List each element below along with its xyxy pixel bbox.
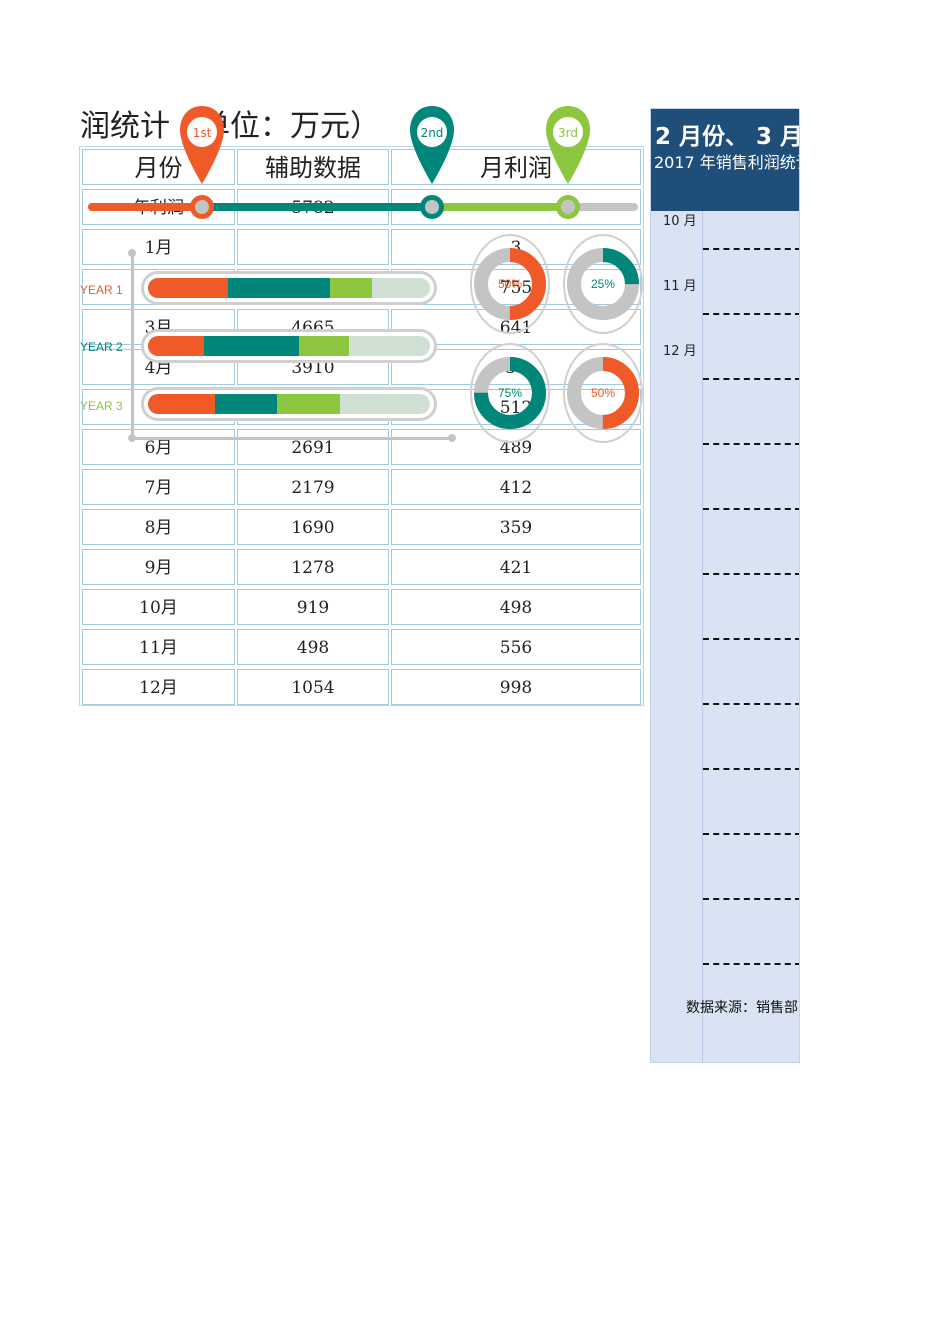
table-row: 11月 498 556 — [80, 627, 643, 667]
pin-2nd-label: 2nd — [421, 126, 444, 140]
month-cell: 10月 — [82, 589, 235, 625]
axis-dot-origin — [128, 434, 136, 442]
table-row: 7月 2179 412 — [80, 467, 643, 507]
timeline-segment-green — [432, 203, 568, 211]
gridline — [703, 898, 799, 900]
year-1-bar — [141, 271, 437, 305]
panel-title: 2 月份、 3 月份 — [655, 124, 799, 150]
donut-chart-4: 50% — [563, 343, 643, 443]
month-cell: 9月 — [82, 549, 235, 585]
donut-label: 25% — [591, 277, 615, 291]
gridline — [703, 573, 799, 575]
gridline — [703, 833, 799, 835]
gridline — [703, 313, 799, 315]
chart-axis-line — [702, 211, 703, 1062]
pin-1st-icon: 1st — [180, 106, 224, 219]
profit-table: 月份 辅助数据 月利润 年利润 5782 1月32月7553月46656414月… — [79, 146, 644, 706]
panel-subtitle: 2017 年销售利润统计 — [654, 153, 800, 172]
year-2-label: YEAR 2 — [80, 340, 123, 354]
month-cell: 1月 — [82, 229, 235, 265]
pin-2nd-icon: 2nd — [410, 106, 454, 219]
timeline-segment-teal — [202, 203, 432, 211]
gridline — [703, 638, 799, 640]
month-cell: 7月 — [82, 469, 235, 505]
month-cell: 11月 — [82, 629, 235, 665]
year-3-label: YEAR 3 — [80, 399, 123, 413]
donut-chart-1: 50% — [470, 234, 550, 334]
month-cell: 12月 — [82, 669, 235, 705]
donut-label: 50% — [498, 277, 522, 291]
aux-cell: 919 — [237, 589, 389, 625]
donut-value-arc — [474, 248, 546, 320]
year-3-bar — [141, 387, 437, 421]
donut-chart-3: 75% — [470, 343, 550, 443]
pin-1st-label: 1st — [193, 126, 212, 140]
header-aux: 辅助数据 — [237, 149, 389, 185]
pin-3rd-label: 3rd — [558, 126, 578, 140]
aux-cell: 1278 — [237, 549, 389, 585]
header-month: 月份 — [82, 149, 235, 185]
donut-value-arc — [474, 357, 546, 429]
aux-cell — [237, 229, 389, 265]
profit-cell: 998 — [391, 669, 641, 705]
panel-header: 2 月份、 3 月份 2017 年销售利润统计 — [651, 109, 800, 211]
profit-cell: 498 — [391, 589, 641, 625]
aux-cell: 1690 — [237, 509, 389, 545]
table-row: 12月 1054 998 — [80, 667, 643, 707]
month-cell: 8月 — [82, 509, 235, 545]
profit-cell: 412 — [391, 469, 641, 505]
gridline — [703, 378, 799, 380]
header-profit: 月利润 — [391, 149, 641, 185]
donut-chart-2: 25% — [563, 234, 643, 334]
profit-cell: 359 — [391, 509, 641, 545]
table-row: 1月 3 — [80, 227, 643, 267]
gridline — [703, 768, 799, 770]
profit-cell: 421 — [391, 549, 641, 585]
year-2-bar — [141, 329, 437, 363]
month-cell: 6月 — [82, 429, 235, 465]
bar-axis-horizontal — [131, 437, 451, 440]
chart-panel: 2 月份、 3 月份 2017 年销售利润统计 10 月 11 月 12 月 数… — [650, 108, 800, 1063]
gridline — [703, 963, 799, 965]
donut-label: 75% — [498, 386, 522, 400]
donut-label: 50% — [591, 386, 615, 400]
table-row: 6月 2691 489 — [80, 427, 643, 467]
profit-cell: 556 — [391, 629, 641, 665]
year-1-label: YEAR 1 — [80, 283, 123, 297]
table-row: 9月 1278 421 — [80, 547, 643, 587]
aux-cell: 2691 — [237, 429, 389, 465]
table-row: 10月 919 498 — [80, 587, 643, 627]
gridline — [703, 248, 799, 250]
bar-axis-vertical — [131, 252, 134, 438]
sheet-title: 润统计（单位：万元） — [80, 109, 380, 144]
donut-value-arc — [567, 248, 639, 320]
aux-cell: 498 — [237, 629, 389, 665]
profit-cell: 3 — [391, 229, 641, 265]
table-row: 8月 1690 359 — [80, 507, 643, 547]
donut-value-arc — [567, 357, 639, 429]
axis-label-oct: 10 月 — [663, 214, 697, 229]
profit-cell: 489 — [391, 429, 641, 465]
pin-3rd-icon: 3rd — [546, 106, 590, 219]
axis-label-dec: 12 月 — [663, 344, 697, 359]
table-header-row: 月份 辅助数据 月利润 — [80, 147, 643, 187]
data-source-note: 数据来源：销售部 — [686, 1000, 798, 1016]
aux-cell: 1054 — [237, 669, 389, 705]
axis-label-nov: 11 月 — [663, 279, 697, 294]
axis-dot-top — [128, 249, 136, 257]
gridline — [703, 443, 799, 445]
axis-dot-right — [448, 434, 456, 442]
aux-cell: 2179 — [237, 469, 389, 505]
gridline — [703, 508, 799, 510]
gridline — [703, 703, 799, 705]
timeline-segment-orange — [88, 203, 202, 211]
